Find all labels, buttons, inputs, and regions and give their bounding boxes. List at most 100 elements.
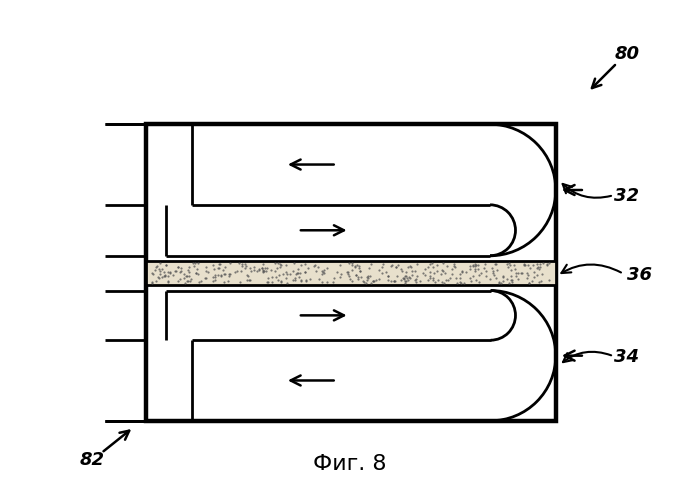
Point	[352, 262, 363, 269]
Point	[480, 261, 491, 268]
Point	[214, 264, 225, 272]
Point	[523, 271, 534, 279]
Point	[215, 272, 226, 280]
Point	[165, 269, 176, 277]
Point	[201, 264, 212, 271]
Point	[295, 278, 306, 285]
Point	[429, 278, 440, 286]
Point	[224, 271, 236, 279]
Point	[189, 263, 200, 270]
Point	[415, 277, 426, 285]
Point	[263, 278, 274, 286]
Point	[427, 260, 438, 268]
Point	[240, 263, 252, 270]
Point	[182, 272, 193, 280]
Point	[395, 277, 406, 285]
Point	[295, 261, 306, 269]
Point	[245, 277, 256, 285]
Point	[399, 276, 410, 284]
Point	[437, 279, 448, 286]
Point	[215, 261, 226, 268]
Point	[442, 277, 454, 285]
Point	[422, 277, 433, 285]
Point	[219, 271, 231, 279]
Point	[419, 265, 431, 273]
Point	[275, 279, 287, 286]
Point	[410, 275, 421, 283]
Point	[282, 270, 293, 278]
Point	[346, 260, 357, 267]
Point	[382, 276, 394, 284]
Point	[441, 263, 452, 270]
Point	[147, 279, 158, 286]
Point	[187, 260, 199, 267]
Point	[341, 268, 352, 276]
Point	[445, 274, 456, 282]
Point	[365, 279, 376, 287]
Point	[223, 278, 234, 285]
Point	[275, 262, 287, 269]
Point	[491, 274, 502, 282]
Point	[257, 264, 268, 272]
Point	[401, 269, 412, 277]
Point	[175, 268, 187, 276]
Point	[473, 279, 484, 286]
Point	[495, 280, 506, 287]
Point	[207, 277, 218, 285]
Point	[377, 269, 388, 277]
Point	[461, 269, 472, 277]
Point	[374, 266, 385, 274]
Point	[266, 266, 277, 274]
Point	[178, 274, 189, 282]
Point	[289, 276, 300, 284]
Point	[294, 269, 305, 277]
Point	[362, 273, 373, 281]
Point	[363, 274, 374, 282]
Text: 80: 80	[614, 45, 639, 63]
Point	[162, 279, 173, 286]
Point	[210, 273, 221, 281]
Point	[171, 267, 182, 275]
Point	[431, 267, 442, 275]
Point	[288, 268, 299, 276]
Point	[174, 268, 185, 276]
Point	[280, 268, 291, 276]
Point	[380, 269, 391, 277]
Point	[289, 260, 300, 268]
Point	[258, 267, 269, 275]
Point	[275, 278, 287, 285]
Point	[523, 280, 534, 287]
Point	[154, 275, 165, 283]
Point	[162, 269, 173, 277]
Point	[368, 277, 379, 285]
Point	[292, 270, 303, 278]
Point	[170, 267, 181, 275]
Point	[533, 264, 544, 271]
Point	[224, 260, 236, 268]
Point	[383, 273, 394, 281]
Point	[292, 265, 303, 273]
Point	[358, 279, 369, 287]
Point	[347, 266, 358, 274]
Point	[161, 262, 172, 270]
Point	[191, 269, 202, 277]
Point	[231, 268, 243, 276]
Point	[201, 267, 212, 275]
Point	[438, 279, 449, 287]
Point	[209, 266, 220, 274]
Point	[449, 263, 461, 271]
Point	[464, 265, 475, 273]
Point	[261, 267, 272, 275]
Point	[183, 263, 194, 271]
Point	[154, 260, 166, 268]
Point	[185, 278, 196, 285]
Point	[454, 270, 466, 278]
Point	[357, 277, 368, 285]
Point	[245, 265, 256, 273]
Point	[399, 273, 410, 281]
Point	[165, 269, 176, 277]
Point	[296, 277, 307, 285]
Point	[475, 269, 487, 277]
Point	[300, 261, 311, 269]
Point	[401, 274, 412, 282]
